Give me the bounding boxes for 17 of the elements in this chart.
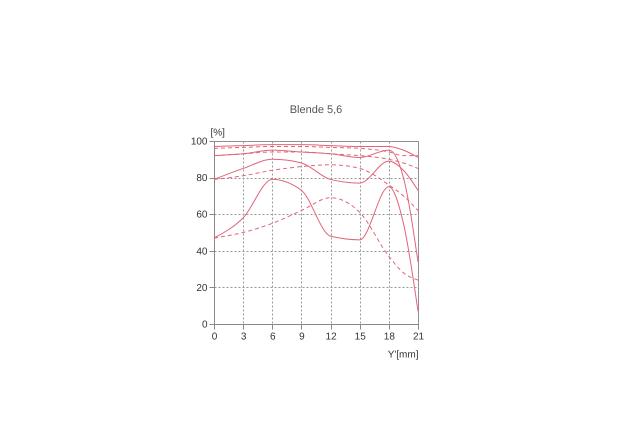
x-tick-label: 3 (240, 332, 247, 342)
y-axis-title: [%] (210, 128, 226, 138)
x-tick-label: 15 (354, 332, 366, 342)
chart-title: Blende 5,6 (290, 104, 342, 116)
x-tick-label: 21 (412, 332, 424, 342)
y-tick-label: 0 (202, 320, 208, 330)
x-tick-label: 9 (299, 332, 306, 342)
x-tick-label: 6 (270, 332, 276, 342)
x-tick-label: 12 (326, 332, 338, 342)
x-axis-title: Y'[mm] (388, 350, 419, 360)
y-tick-label: 40 (196, 246, 208, 258)
x-tick-label: 18 (384, 332, 396, 342)
y-tick-label: 80 (196, 173, 208, 184)
y-tick-label: 60 (196, 210, 208, 221)
y-tick-label: 100 (190, 136, 208, 148)
x-tick-label: 0 (212, 332, 218, 342)
y-tick-label: 20 (196, 282, 208, 294)
